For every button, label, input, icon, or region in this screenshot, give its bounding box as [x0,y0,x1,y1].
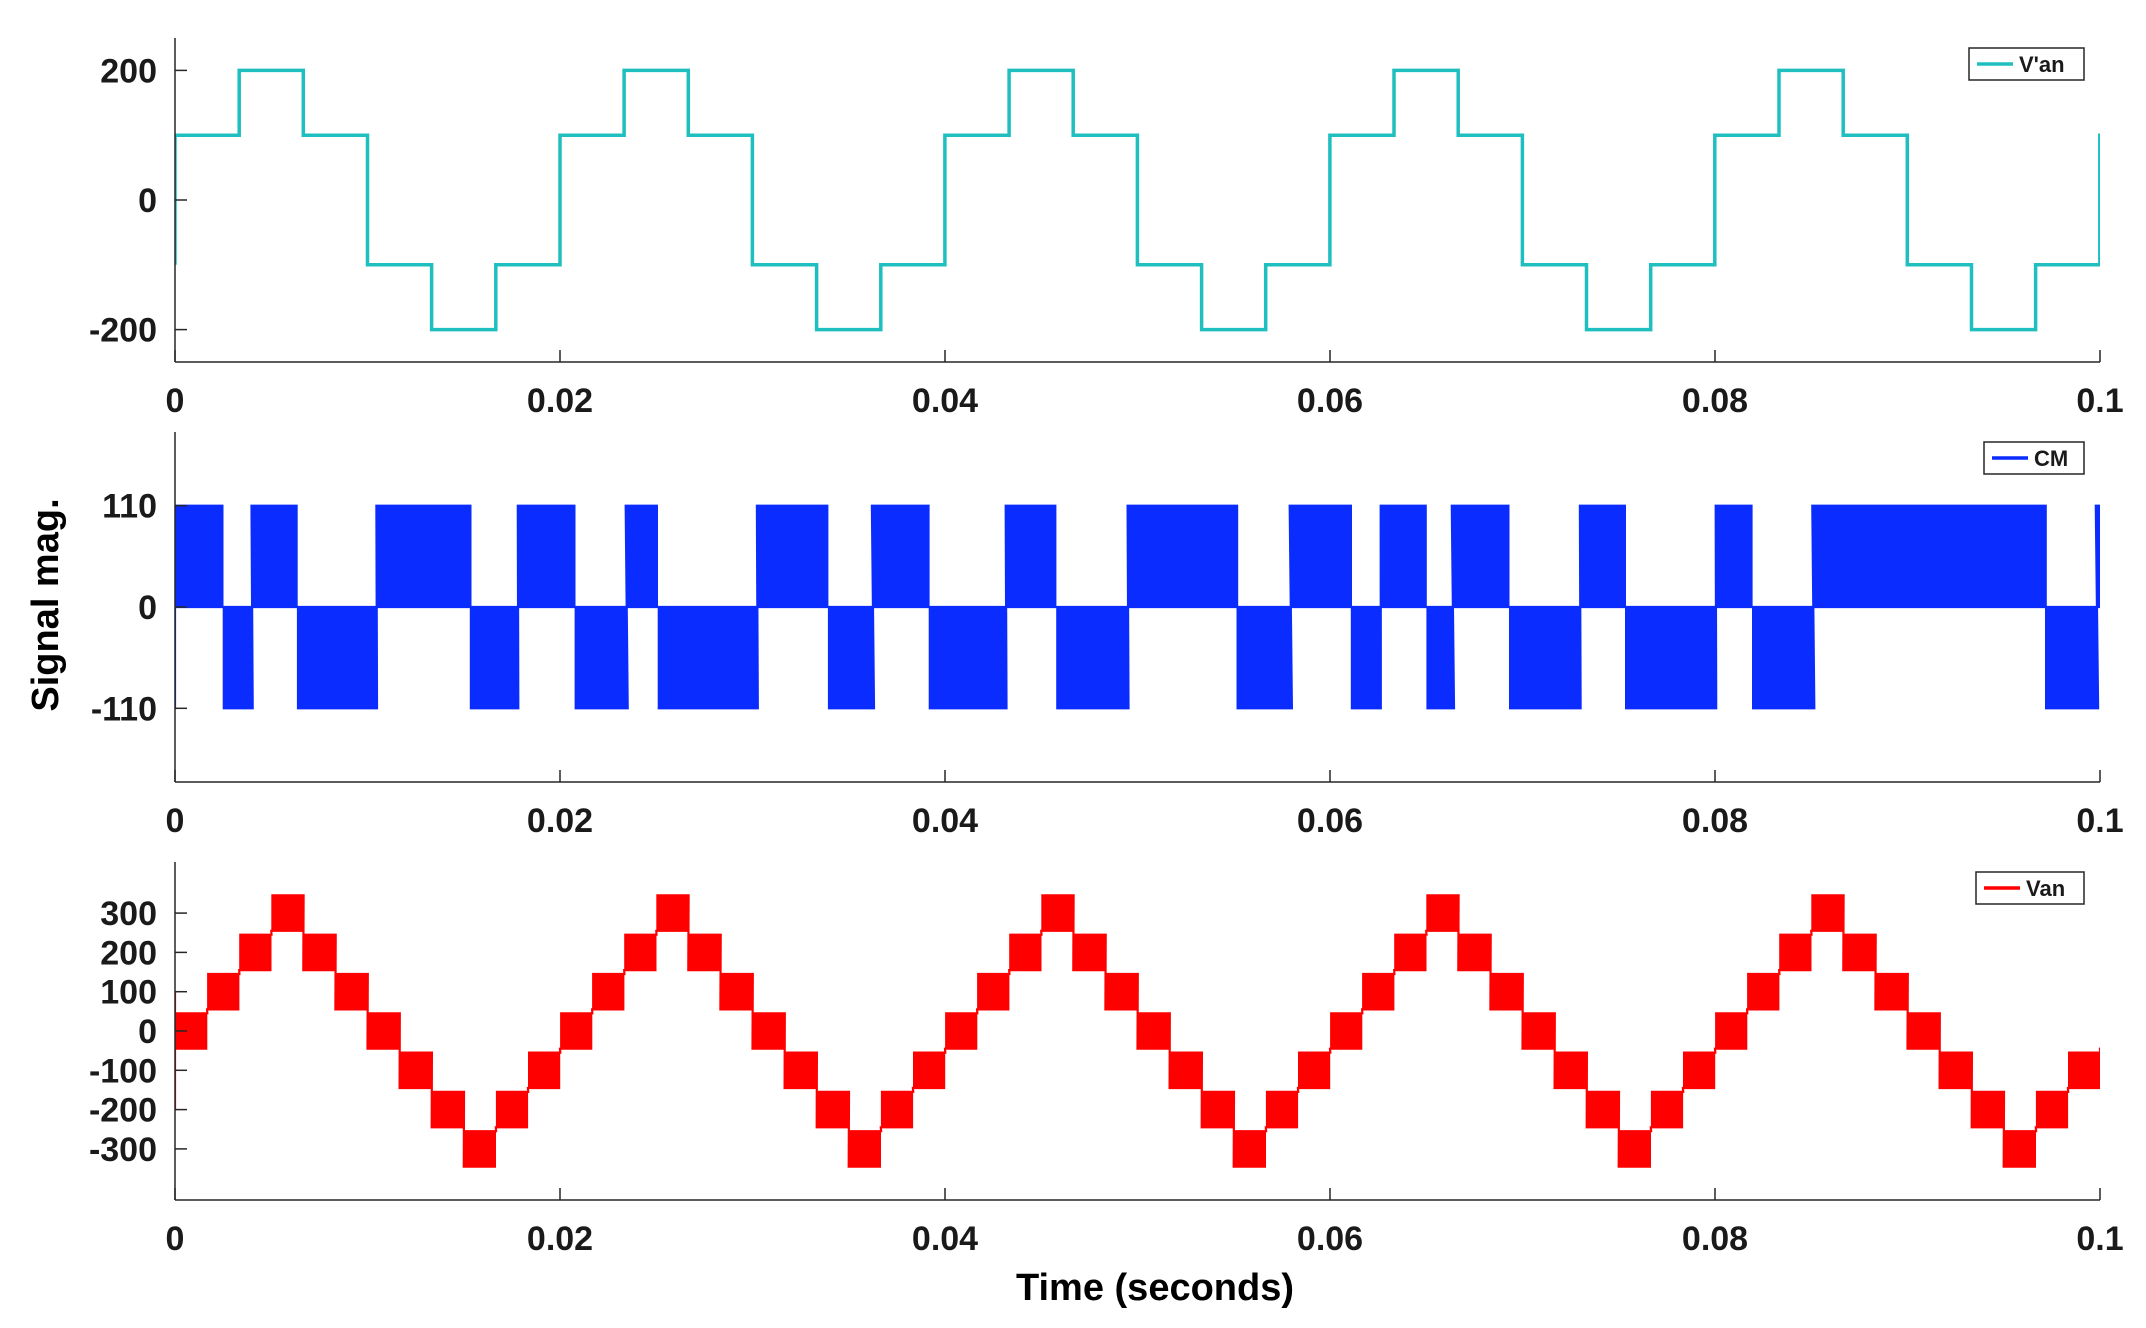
y-tick-label: 0 [138,182,157,220]
y-axis-title: Signal mag. [25,498,67,711]
x-tick-label: 0.08 [1682,382,1748,420]
x-tick-label: 0.06 [1297,1220,1363,1258]
y-tick-label: 200 [100,934,157,972]
x-tick-label: 0 [166,382,185,420]
x-axis-title: Time (seconds) [1016,1267,1294,1309]
x-tick-label: 0.02 [527,382,593,420]
x-tick-label: 0.1 [2076,802,2123,840]
y-tick-label: 100 [100,974,157,1012]
x-tick-label: 0.08 [1682,802,1748,840]
y-tick-label: -300 [89,1131,157,1169]
x-tick-label: 0.02 [527,802,593,840]
y-tick-label: 110 [102,488,157,526]
x-tick-label: 0.04 [912,802,978,840]
x-tick-label: 0.06 [1297,802,1363,840]
y-tick-label: -200 [89,1092,157,1130]
y-tick-label: -200 [89,312,157,350]
x-tick-label: 0 [166,1220,185,1258]
x-tick-label: 0.1 [2076,1220,2123,1258]
legend-label: Van [2026,876,2065,901]
y-tick-label: 300 [100,895,157,933]
y-tick-label: -110 [91,690,157,728]
legend-label: V'an [2019,52,2065,77]
legend-box [1983,441,2085,475]
x-tick-label: 0.02 [527,1220,593,1258]
y-tick-label: -100 [89,1052,157,1090]
x-tick-label: 0.1 [2076,382,2123,420]
y-tick-label: 0 [138,589,157,627]
panel-common-mode: 0 0.02 0.04 0.06 0.08 0.1 -110 0 110 CM [91,432,2124,840]
series-line-van [175,894,2100,1168]
x-tick-label: 0.04 [912,382,978,420]
x-tick-label: 0.06 [1297,382,1363,420]
panel-van-output: 0 0.02 0.04 0.06 0.08 0.1-300-200-10001002003… [89,862,2124,1258]
y-tick-label: 200 [100,52,157,90]
x-tick-label: 0 [166,802,185,840]
x-tick-label: 0.08 [1682,1220,1748,1258]
legend-label: CM [2034,446,2068,471]
series-line-van [175,68,2100,332]
series-line-cm [175,504,2100,710]
x-tick-label: 0.04 [912,1220,978,1258]
y-tick-label: 0 [138,1013,157,1051]
